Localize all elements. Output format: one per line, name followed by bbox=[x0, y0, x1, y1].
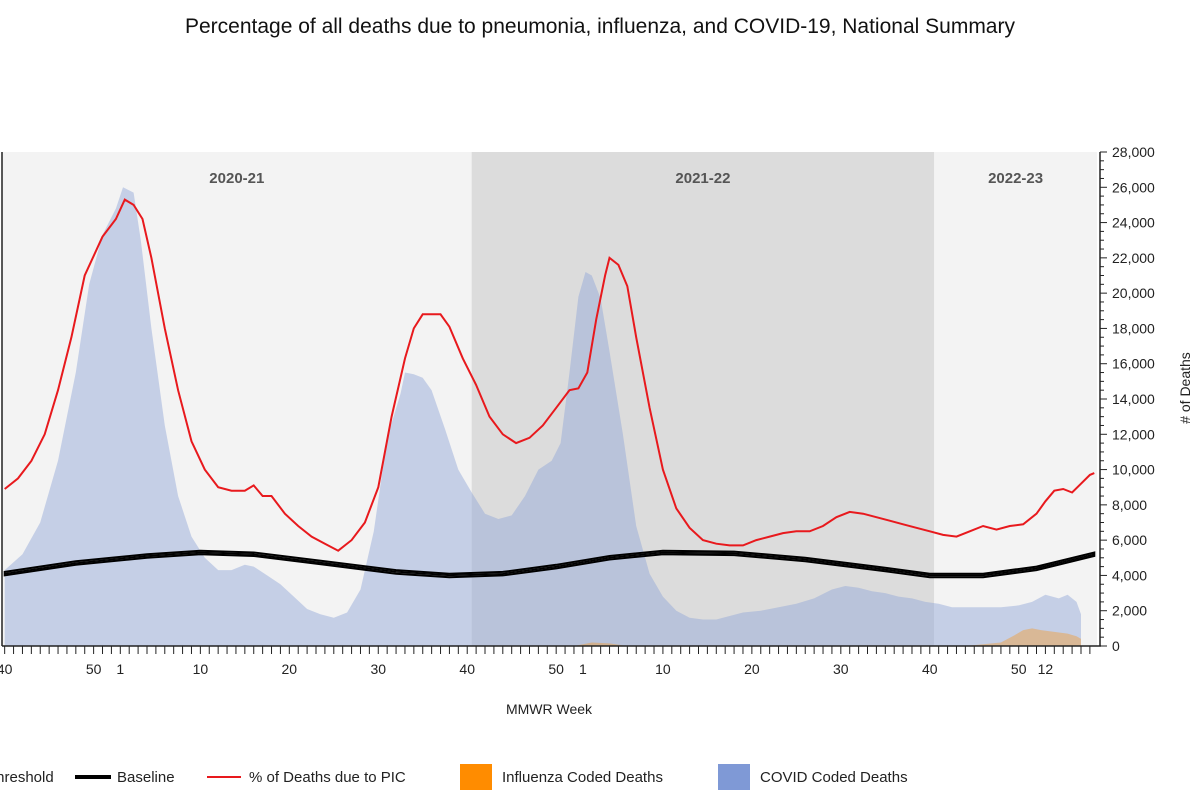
y2-tick-label: 12,000 bbox=[1112, 426, 1155, 442]
y2-tick-label: 4,000 bbox=[1112, 567, 1147, 583]
y2-tick-label: 22,000 bbox=[1112, 250, 1155, 266]
x-tick-label: 50 bbox=[86, 661, 102, 677]
x-tick-label: 1 bbox=[579, 661, 587, 677]
series-influenza-coded-deaths bbox=[929, 628, 1081, 646]
legend-label: Baseline bbox=[117, 769, 175, 786]
y2-tick-label: 16,000 bbox=[1112, 356, 1155, 372]
y2-tick-label: 26,000 bbox=[1112, 179, 1155, 195]
legend-label: COVID Coded Deaths bbox=[760, 769, 908, 786]
series-layer bbox=[3, 187, 1096, 647]
y2-tick-label: 0 bbox=[1112, 638, 1120, 654]
x-tick-label: 20 bbox=[282, 661, 298, 677]
season-band-2022-23 bbox=[934, 152, 1097, 646]
legend-swatch-influenza bbox=[460, 764, 492, 790]
x-tick-label: 50 bbox=[1011, 661, 1027, 677]
x-tick-label: 40 bbox=[922, 661, 938, 677]
y2-tick-label: 20,000 bbox=[1112, 285, 1155, 301]
x-axis-title: MMWR Week bbox=[506, 701, 593, 717]
season-bands: 2020-21 2021-22 2022-23 bbox=[2, 152, 1097, 646]
y2-axis-title: # of Deaths bbox=[1177, 352, 1193, 424]
season-label: 2020-21 bbox=[209, 170, 264, 187]
series-covid-coded-deaths bbox=[4, 187, 1082, 647]
axes: 0 2,000 4,000 6,000 8,000 10,000 12,000 14,000 1… bbox=[0, 144, 1155, 677]
legend-label: Threshold bbox=[0, 769, 54, 786]
x-tick-label: 10 bbox=[193, 661, 209, 677]
chart-title: Percentage of all deaths due to pneumoni… bbox=[185, 15, 1015, 38]
series-of-deaths-due-to-pic bbox=[4, 198, 1095, 552]
y2-tick-label: 18,000 bbox=[1112, 320, 1155, 336]
legend-label: % of Deaths due to PIC bbox=[249, 769, 406, 786]
x-tick-label: 40 bbox=[459, 661, 475, 677]
y2-tick-label: 2,000 bbox=[1112, 603, 1147, 619]
x-tick-label: 30 bbox=[370, 661, 386, 677]
y2-tick-label: 6,000 bbox=[1112, 532, 1147, 548]
x-tick-label: 12 bbox=[1038, 661, 1054, 677]
y2-tick-label: 14,000 bbox=[1112, 391, 1155, 407]
legend-label: Influenza Coded Deaths bbox=[502, 769, 663, 786]
season-label: 2021-22 bbox=[675, 170, 730, 187]
series-baseline-center bbox=[4, 551, 1095, 577]
legend: Threshold Baseline % of Deaths due to PIC I… bbox=[0, 764, 908, 790]
x-tick-label: 40 bbox=[0, 661, 13, 677]
y2-tick-label: 24,000 bbox=[1112, 215, 1155, 231]
y2-tick-label: 8,000 bbox=[1112, 497, 1147, 513]
y2-tick-label: 10,000 bbox=[1112, 462, 1155, 478]
legend-swatch-covid bbox=[718, 764, 750, 790]
x-tick-label: 10 bbox=[655, 661, 671, 677]
season-label: 2022-23 bbox=[988, 170, 1043, 187]
x-tick-label: 30 bbox=[833, 661, 849, 677]
x-tick-label: 20 bbox=[744, 661, 760, 677]
x-tick-label: 1 bbox=[116, 661, 124, 677]
y2-tick-label: 28,000 bbox=[1112, 144, 1155, 160]
x-tick-label: 50 bbox=[548, 661, 564, 677]
series-influenza-coded-deaths-early bbox=[574, 642, 628, 646]
